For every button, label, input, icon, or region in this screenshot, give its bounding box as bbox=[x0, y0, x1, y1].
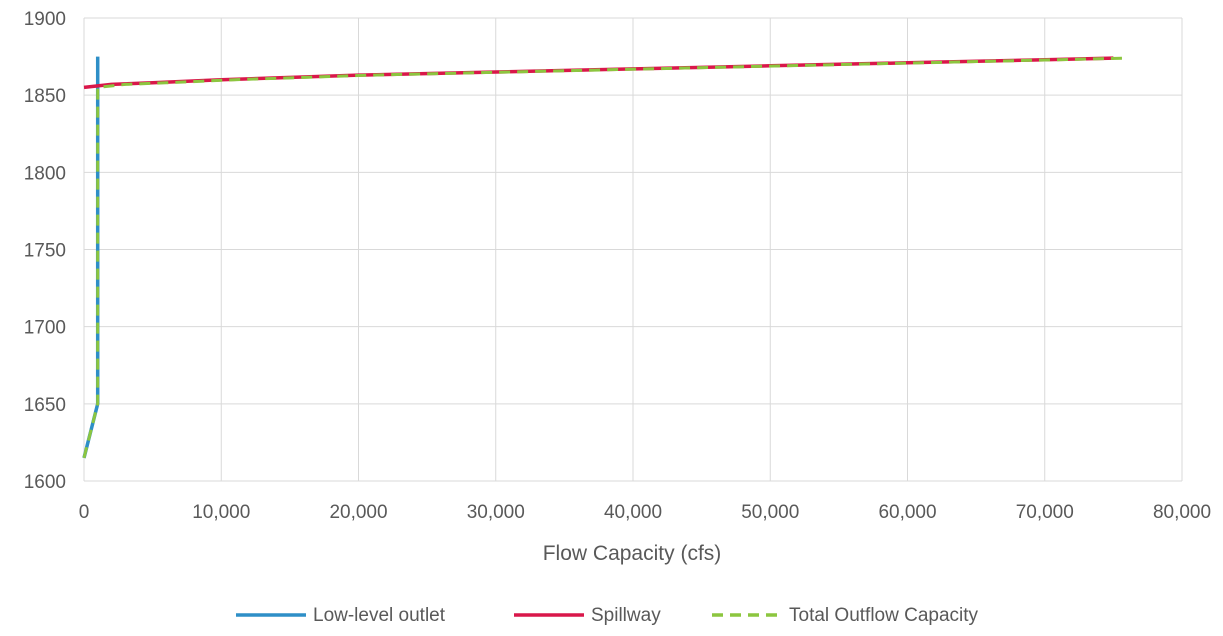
x-tick-label: 50,000 bbox=[741, 502, 799, 523]
series-lines bbox=[82, 56, 1128, 459]
x-tick-label: 80,000 bbox=[1153, 502, 1211, 523]
y-tick-label: 1850 bbox=[24, 86, 66, 107]
y-tick-label: 1750 bbox=[24, 241, 66, 262]
legend-label: Low-level outlet bbox=[313, 605, 446, 626]
legend-item: Total Outflow Capacity bbox=[712, 605, 979, 626]
y-tick-label: 1650 bbox=[24, 395, 66, 416]
x-tick-label: 70,000 bbox=[1016, 502, 1074, 523]
legend-label: Spillway bbox=[591, 605, 661, 626]
x-axis-tick-labels: 0 10,000 20,000 30,000 40,000 50,000 60,000 70,… bbox=[79, 502, 1211, 523]
x-axis-title: Flow Capacity (cfs) bbox=[543, 542, 722, 565]
y-tick-label: 1800 bbox=[24, 163, 66, 184]
y-axis-tick-labels: 1600 1650 1700 1750 1800 1850 1900 bbox=[24, 9, 66, 493]
x-tick-label: 0 bbox=[79, 502, 90, 523]
y-tick-label: 1700 bbox=[24, 318, 66, 339]
y-tick-label: 1900 bbox=[24, 9, 66, 30]
legend: Low-level outlet Spillway Total Outflow Ca… bbox=[236, 605, 979, 626]
x-tick-label: 10,000 bbox=[192, 502, 250, 523]
series-line-total-outflow-capacity bbox=[82, 56, 1128, 459]
series-line-low-level-outlet bbox=[82, 56, 100, 459]
legend-item: Low-level outlet bbox=[236, 605, 446, 626]
legend-label: Total Outflow Capacity bbox=[789, 605, 979, 626]
grid-lines bbox=[83, 17, 1183, 482]
legend-item: Spillway bbox=[514, 605, 661, 626]
x-tick-label: 20,000 bbox=[329, 502, 387, 523]
y-tick-label: 1600 bbox=[24, 472, 66, 493]
x-tick-label: 60,000 bbox=[878, 502, 936, 523]
x-tick-label: 30,000 bbox=[467, 502, 525, 523]
x-tick-label: 40,000 bbox=[604, 502, 662, 523]
